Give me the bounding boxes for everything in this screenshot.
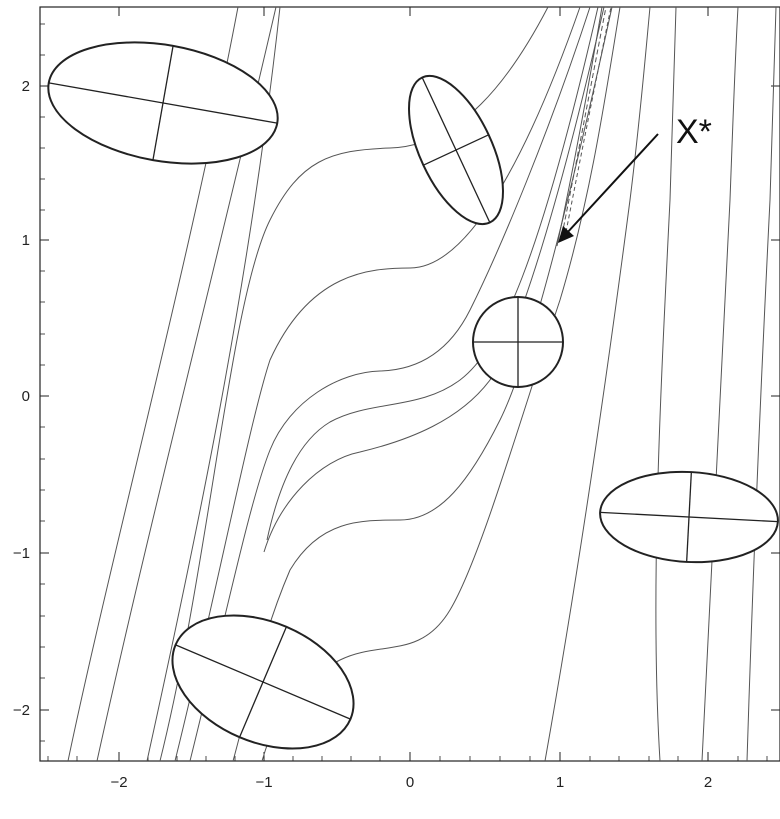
contour-line — [561, 6, 607, 236]
x-tick-label: −1 — [255, 774, 272, 791]
contour-line — [266, 6, 599, 541]
y-tick-label: −2 — [13, 702, 30, 719]
x-tick-label: 0 — [406, 774, 414, 791]
y-tick-label: 2 — [22, 78, 30, 95]
x-tick-label: 1 — [556, 774, 564, 791]
ellipse-top-center — [408, 74, 504, 226]
contour-line — [746, 6, 777, 762]
optimum-arrow — [558, 133, 659, 243]
contour-line — [189, 6, 591, 762]
ellipse-right — [599, 470, 779, 564]
contour-line — [544, 6, 651, 762]
y-tick-label: −1 — [13, 545, 30, 562]
optimum-label: X* — [676, 113, 712, 151]
x-tick-label: −2 — [110, 774, 127, 791]
x-tick-label: 2 — [704, 774, 712, 791]
contour-line — [701, 6, 739, 762]
ellipse-top-left — [47, 41, 279, 165]
ellipse-bottom-left — [171, 614, 355, 750]
axis-ticks — [40, 7, 780, 761]
contour-line — [556, 6, 603, 247]
ellipse-center-circle — [472, 296, 564, 388]
contour-line — [263, 6, 605, 553]
contour-line — [655, 6, 677, 762]
y-tick-label: 0 — [22, 388, 30, 405]
axis-minor-ticks — [40, 23, 768, 761]
y-tick-label: 1 — [22, 232, 30, 249]
contour-line — [565, 6, 612, 233]
